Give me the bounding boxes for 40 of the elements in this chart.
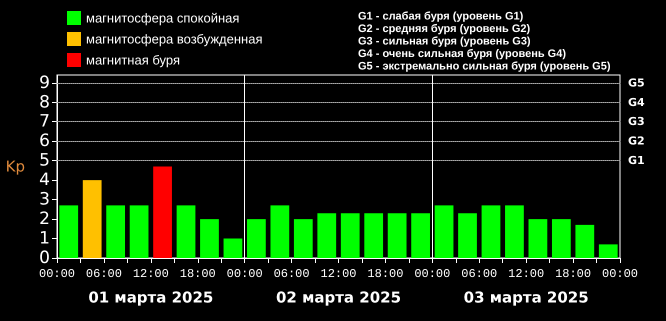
ref-line-label: G2 xyxy=(628,134,645,148)
ref-line-label: G5 xyxy=(628,76,645,90)
text: 03 марта 2025 xyxy=(464,288,589,306)
x-tick-label: 18:00 xyxy=(180,267,216,281)
x-tick-label: 12:00 xyxy=(508,267,544,281)
text: G4 - очень сильная буря (уровень G4) xyxy=(358,48,566,60)
y-tick-label: 6 xyxy=(39,131,50,152)
ref-line-label: G4 xyxy=(628,96,646,109)
ref-line-label: G1 xyxy=(628,154,645,168)
y-axis-title: Kp xyxy=(6,158,25,176)
y-tick-label: 8 xyxy=(39,92,50,112)
x-tick-label: 18:00 xyxy=(555,267,592,281)
x-tick-label: 12:00 xyxy=(132,267,169,281)
ref-line-label: G3 xyxy=(628,115,645,128)
text: G5 - экстремально сильная буря (уровень G5) xyxy=(358,60,611,72)
text: 01 марта 2025 xyxy=(88,288,214,306)
y-tick-label: 7 xyxy=(39,112,50,132)
text: G2 - средняя буря (уровень G2) xyxy=(358,23,531,35)
text: G3 - сильная буря (уровень G3) xyxy=(358,36,531,48)
y-tick-label: 4 xyxy=(39,170,50,190)
x-tick-label: 06:00 xyxy=(274,267,310,281)
x-tick-label: 06:00 xyxy=(86,267,122,281)
y-tick-label: 1 xyxy=(39,228,50,249)
x-tick-label: 00:00 xyxy=(602,267,638,281)
legend-label: магнитная буря xyxy=(86,52,180,68)
x-tick-label: 12:00 xyxy=(320,267,357,281)
y-tick-label: 2 xyxy=(39,209,50,230)
x-tick-label: 00:00 xyxy=(414,267,450,281)
y-tick-label: 5 xyxy=(39,150,50,171)
x-tick-label: 06:00 xyxy=(461,267,498,281)
y-tick-label: 3 xyxy=(39,190,50,210)
legend-label: магнитосфера возбужденная xyxy=(86,32,262,46)
legend-label: магнитосфера спокойная xyxy=(86,10,240,26)
x-tick-label: 18:00 xyxy=(367,267,404,281)
x-tick-label: 00:00 xyxy=(38,267,76,281)
text: G1 - слабая буря (уровень G1) xyxy=(358,10,524,22)
text: 02 марта 2025 xyxy=(276,288,402,306)
y-tick-label: 9 xyxy=(39,72,50,93)
x-tick-label: 00:00 xyxy=(226,267,263,281)
y-tick-label: 0 xyxy=(39,248,50,268)
